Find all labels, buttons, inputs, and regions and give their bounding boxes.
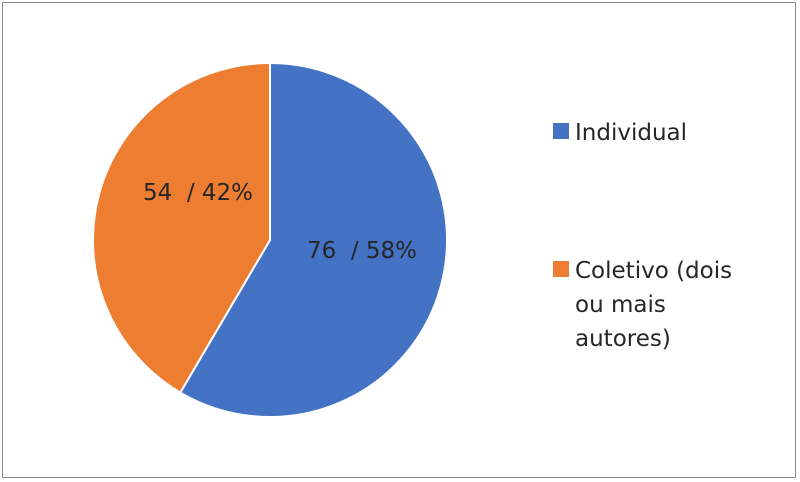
legend-item-coletivo: Coletivo (dois ou mais autores) <box>553 254 775 356</box>
legend-label-coletivo: Coletivo (dois ou mais autores) <box>575 254 775 356</box>
legend-label-line: ou mais <box>575 292 666 318</box>
legend-label-line: Coletivo (dois <box>575 258 733 284</box>
legend-swatch-coletivo <box>553 261 569 277</box>
data-label-coletivo: 54 / 42% <box>143 180 253 206</box>
legend-label-line: autores) <box>575 326 671 352</box>
pie-slices <box>92 61 448 418</box>
data-label-individual: 76 / 58% <box>307 238 417 264</box>
pie-slice-coletivo <box>92 61 271 394</box>
pie-slice-individual <box>178 61 448 418</box>
legend-label-individual: Individual <box>575 120 688 146</box>
legend-swatch-individual <box>553 123 569 139</box>
pie-data-labels: 76 / 58% 54 / 42% <box>143 180 417 264</box>
legend-item-individual: Individual <box>553 116 775 150</box>
